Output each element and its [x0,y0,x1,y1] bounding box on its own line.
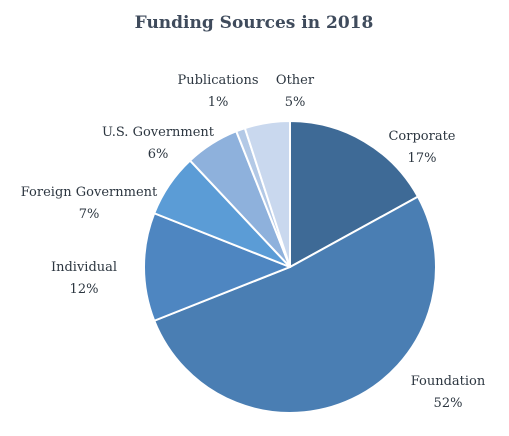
slice-percent-foundation: 52% [434,396,463,411]
slice-label-corporate: Corporate [388,129,455,144]
pie-slice-individual [143,212,291,322]
slice-percent-publications: 1% [208,95,229,110]
chart-title: Funding Sources in 2018 [135,13,374,33]
slice-percent-foreign-government: 7% [79,207,100,222]
slice-percent-individual: 12% [70,282,99,297]
pie-slice-other [243,120,291,268]
pie-slices [143,120,437,414]
slice-label-u-s-government: U.S. Government [102,125,215,140]
slice-label-foundation: Foundation [411,374,486,389]
pie-slice-corporate [289,120,419,268]
slice-percent-u-s-government: 6% [148,147,169,162]
pie-labels: Corporate 17% Foundation 52% Individual 12% Fo… [21,73,486,411]
slice-label-other: Other [276,73,315,88]
slice-percent-corporate: 17% [408,151,437,166]
slice-label-publications: Publications [177,73,258,88]
slice-label-individual: Individual [51,260,117,275]
slice-percent-other: 5% [285,95,306,110]
pie-slice-foundation [153,195,437,414]
slice-label-foreign-government: Foreign Government [21,185,158,200]
